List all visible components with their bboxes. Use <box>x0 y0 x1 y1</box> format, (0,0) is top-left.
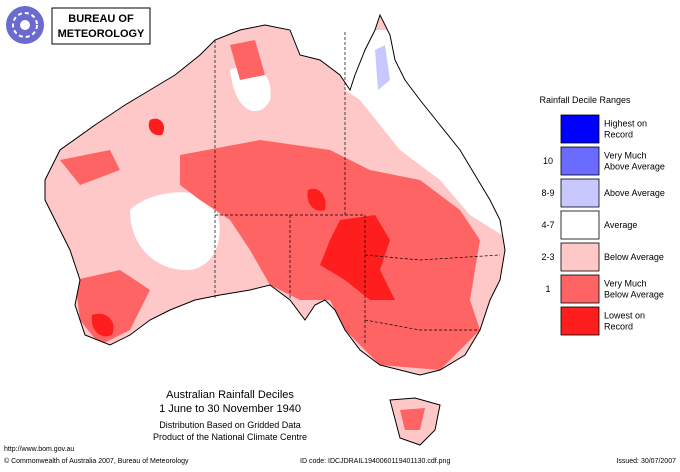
legend-label: Below Average <box>604 290 664 300</box>
legend-decile: 1 <box>545 284 550 294</box>
legend-swatch <box>560 178 600 208</box>
legend-label: Record <box>604 130 633 140</box>
region-very-much-below-average <box>400 408 425 430</box>
logo-center <box>20 20 30 30</box>
legend-swatch <box>560 274 600 304</box>
region-lowest-on-record <box>307 188 326 211</box>
footer-url: http://www.bom.gov.au <box>4 446 74 453</box>
region-very-much-below-average <box>230 40 265 80</box>
legend-swatch <box>560 146 600 176</box>
logo-swirl <box>12 12 38 38</box>
legend-label: Very Much <box>604 279 647 289</box>
caption-note: Product of the National Climate Centre <box>153 432 307 442</box>
region-very-much-below-average <box>60 150 120 185</box>
legend-swatch <box>560 306 600 336</box>
legend-label: Above Average <box>604 162 665 172</box>
legend-swatch <box>560 210 600 240</box>
region-lowest-on-record <box>320 215 395 300</box>
logo-box <box>51 7 151 45</box>
legend-decile: 10 <box>543 156 553 166</box>
logo-text: METEOROLOGY <box>58 28 145 40</box>
legend-title: Rainfall Decile Ranges <box>539 95 631 105</box>
coastline <box>44 13 506 376</box>
caption: Australian Rainfall Deciles 1 June to 30… <box>153 389 307 442</box>
region-above-average <box>375 45 390 90</box>
legend-swatch <box>560 114 600 144</box>
border <box>364 319 480 331</box>
footer: http://www.bom.gov.au © Commonwealth of … <box>4 446 676 465</box>
logo-text: BUREAU OF <box>68 13 134 25</box>
legend-decile: 4-7 <box>541 220 554 230</box>
footer-copyright: © Commonwealth of Australia 2007, Bureau… <box>4 457 189 465</box>
footer-issued: Issued: 30/07/2007 <box>616 458 676 465</box>
legend-label: Lowest on <box>604 311 645 321</box>
legend-label: Below Average <box>604 252 664 262</box>
state-borders <box>214 30 501 345</box>
caption-title: 1 June to 30 November 1940 <box>159 403 301 415</box>
border <box>364 254 501 261</box>
footer-id: ID code: IDCJDRAIL1940060119401130.cdf.p… <box>300 458 450 465</box>
legend-label: Above Average <box>604 188 665 198</box>
region-average <box>130 192 220 271</box>
legend-label: Average <box>604 220 637 230</box>
legend-label: Highest on <box>604 119 647 129</box>
legend-label: Record <box>604 322 633 332</box>
legend-decile: 8-9 <box>541 188 554 198</box>
border <box>345 214 366 345</box>
logo: BUREAU OF METEOROLOGY <box>6 6 151 45</box>
legend-swatch <box>560 242 600 272</box>
legend-label: Very Much <box>604 151 647 161</box>
legend-decile: 2-3 <box>541 252 554 262</box>
caption-note: Distribution Based on Gridded Data <box>159 420 301 430</box>
region-lowest-on-record <box>91 313 114 337</box>
legend: Rainfall Decile Ranges Highest onRecord1… <box>539 95 665 336</box>
caption-title: Australian Rainfall Deciles <box>166 389 294 401</box>
region-lowest-on-record <box>148 118 165 136</box>
